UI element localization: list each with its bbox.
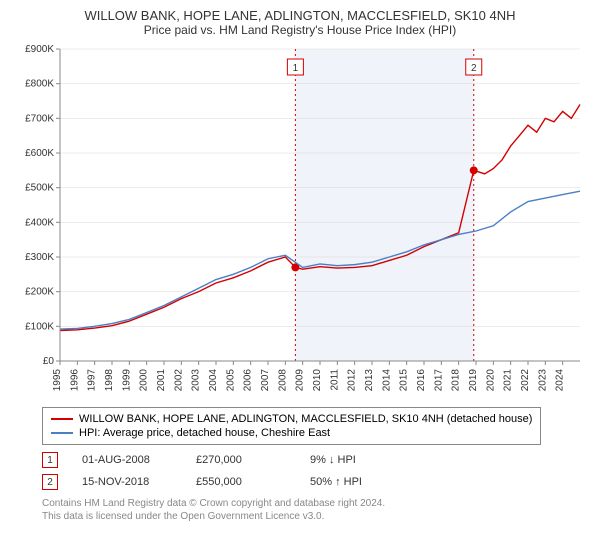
- marker-date: 01-AUG-2008: [82, 454, 172, 466]
- marker-date: 15-NOV-2018: [82, 476, 172, 488]
- svg-text:2009: 2009: [295, 369, 306, 392]
- svg-text:2005: 2005: [225, 369, 236, 392]
- chart-container: { "title": "WILLOW BANK, HOPE LANE, ADLI…: [0, 0, 600, 560]
- marker-price: £550,000: [196, 476, 286, 488]
- legend-swatch: [51, 418, 73, 420]
- svg-text:£0: £0: [43, 356, 55, 367]
- svg-text:£700K: £700K: [25, 113, 54, 124]
- svg-text:2021: 2021: [503, 369, 514, 392]
- svg-text:1997: 1997: [87, 369, 98, 392]
- svg-text:2011: 2011: [329, 369, 340, 391]
- svg-text:2017: 2017: [433, 369, 444, 392]
- legend-label: HPI: Average price, detached house, Ches…: [79, 427, 330, 439]
- marker-delta: 50% ↑ HPI: [310, 476, 400, 488]
- svg-text:2001: 2001: [156, 369, 167, 392]
- marker-table: 1 01-AUG-2008 £270,000 9% ↓ HPI 2 15-NOV…: [42, 449, 588, 493]
- svg-text:2020: 2020: [485, 369, 496, 392]
- svg-text:£200K: £200K: [25, 287, 54, 298]
- svg-text:2018: 2018: [451, 369, 462, 392]
- footer-line: Contains HM Land Registry data © Crown c…: [42, 497, 588, 510]
- svg-text:£100K: £100K: [25, 321, 54, 332]
- svg-text:1995: 1995: [52, 369, 63, 392]
- svg-text:£400K: £400K: [25, 217, 54, 228]
- svg-text:2024: 2024: [555, 369, 566, 392]
- svg-text:2007: 2007: [260, 369, 271, 392]
- svg-text:2002: 2002: [173, 369, 184, 392]
- svg-text:£300K: £300K: [25, 252, 54, 263]
- svg-text:2023: 2023: [537, 369, 548, 392]
- legend: WILLOW BANK, HOPE LANE, ADLINGTON, MACCL…: [42, 407, 541, 445]
- legend-swatch: [51, 432, 73, 434]
- line-chart-svg: 1 2 £0 £100K £200K £300K £400K £500K £600K £700K £…: [12, 41, 588, 401]
- svg-text:£500K: £500K: [25, 183, 54, 194]
- svg-text:2000: 2000: [139, 369, 150, 392]
- chart-subtitle: Price paid vs. HM Land Registry's House …: [12, 23, 588, 37]
- chart-plot: 1 2 £0 £100K £200K £300K £400K £500K £600K £700K £…: [12, 41, 588, 401]
- marker-number: 2: [47, 477, 53, 488]
- svg-text:2019: 2019: [468, 369, 479, 392]
- marker-delta: 9% ↓ HPI: [310, 454, 400, 466]
- svg-text:2008: 2008: [277, 369, 288, 392]
- svg-text:1998: 1998: [104, 369, 115, 392]
- svg-text:2006: 2006: [243, 369, 254, 392]
- legend-row: HPI: Average price, detached house, Ches…: [51, 426, 532, 440]
- chart-title: WILLOW BANK, HOPE LANE, ADLINGTON, MACCL…: [12, 8, 588, 23]
- svg-text:2010: 2010: [312, 369, 323, 392]
- svg-text:2003: 2003: [191, 369, 202, 392]
- marker-badge: 1: [42, 452, 58, 468]
- footer-line: This data is licensed under the Open Gov…: [42, 510, 588, 523]
- legend-row: WILLOW BANK, HOPE LANE, ADLINGTON, MACCL…: [51, 412, 532, 426]
- svg-text:2014: 2014: [381, 369, 392, 392]
- marker-number: 1: [47, 455, 53, 466]
- svg-text:1999: 1999: [121, 369, 132, 392]
- svg-text:2013: 2013: [364, 369, 375, 392]
- svg-text:2016: 2016: [416, 369, 427, 392]
- legend-label: WILLOW BANK, HOPE LANE, ADLINGTON, MACCL…: [79, 413, 532, 425]
- svg-text:1: 1: [293, 63, 299, 74]
- svg-text:2012: 2012: [347, 369, 358, 392]
- svg-text:£600K: £600K: [25, 148, 54, 159]
- svg-text:2022: 2022: [520, 369, 531, 392]
- svg-text:2: 2: [471, 63, 477, 74]
- svg-text:2015: 2015: [399, 369, 410, 392]
- svg-text:2004: 2004: [208, 369, 219, 392]
- marker-row: 2 15-NOV-2018 £550,000 50% ↑ HPI: [42, 471, 588, 493]
- marker-badge: 2: [42, 474, 58, 490]
- footer: Contains HM Land Registry data © Crown c…: [42, 497, 588, 523]
- marker-row: 1 01-AUG-2008 £270,000 9% ↓ HPI: [42, 449, 588, 471]
- marker-price: £270,000: [196, 454, 286, 466]
- svg-text:£800K: £800K: [25, 79, 54, 90]
- svg-text:£900K: £900K: [25, 44, 54, 55]
- svg-text:1996: 1996: [69, 369, 80, 392]
